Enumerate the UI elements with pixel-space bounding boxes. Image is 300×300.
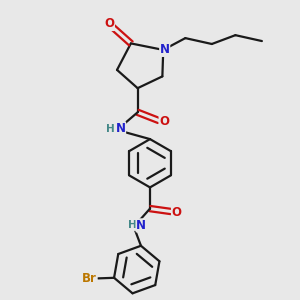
Text: Br: Br (82, 272, 97, 285)
Text: O: O (104, 17, 114, 31)
Text: H: H (128, 220, 137, 230)
Text: N: N (160, 44, 170, 56)
Text: N: N (136, 219, 146, 232)
Text: O: O (159, 115, 169, 128)
Text: N: N (116, 122, 126, 135)
Text: H: H (106, 124, 115, 134)
Text: O: O (172, 206, 182, 219)
